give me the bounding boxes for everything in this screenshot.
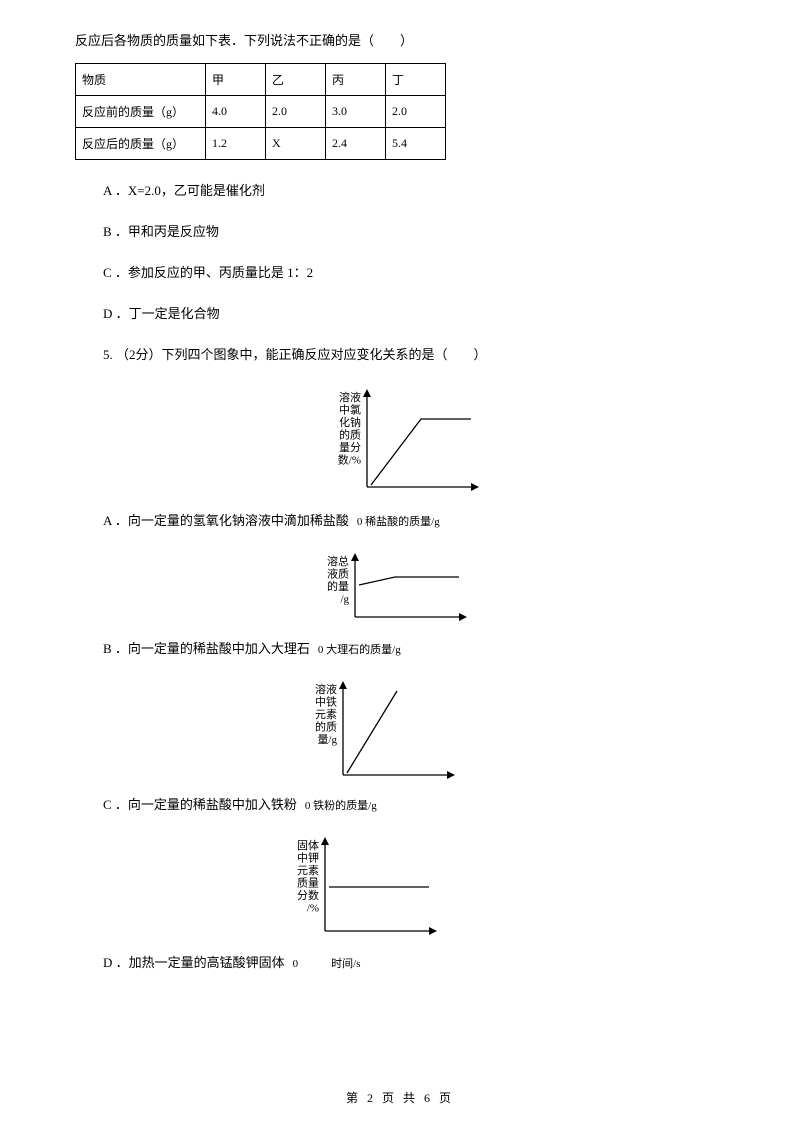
- svg-text:溶总: 溶总: [327, 554, 349, 568]
- xaxis-a: 0 稀盐酸的质量/g: [357, 513, 440, 533]
- cell: 3.0: [326, 96, 386, 128]
- svg-text:的质: 的质: [315, 720, 337, 734]
- table-row: 反应前的质量（g） 4.0 2.0 3.0 2.0: [76, 96, 446, 128]
- svg-text:化钠: 化钠: [339, 415, 361, 429]
- svg-text:/g: /g: [340, 594, 349, 606]
- svg-text:元素: 元素: [297, 864, 319, 877]
- svg-text:量分: 量分: [339, 441, 361, 454]
- svg-text:中铁: 中铁: [315, 696, 337, 709]
- cell: 物质: [76, 64, 206, 96]
- q5-option-a-text: A ．向一定量的氢氧化钠溶液中滴加稀盐酸: [103, 510, 349, 533]
- cell: 乙: [266, 64, 326, 96]
- q4-option-d: D ．丁一定是化合物: [103, 303, 725, 322]
- cell: 甲: [206, 64, 266, 96]
- xaxis-c: 0 铁粉的质量/g: [305, 797, 377, 817]
- svg-text:/%: /%: [307, 903, 319, 915]
- table-row: 反应后的质量（g） 1.2 X 2.4 5.4: [76, 128, 446, 160]
- svg-text:的量: 的量: [327, 579, 349, 593]
- xaxis-d: 0 时间/s: [293, 955, 361, 975]
- svg-text:固体: 固体: [297, 838, 319, 852]
- chart-c: 溶液中铁元素的质量/g: [311, 679, 481, 789]
- q4-option-c: C ．参加反应的甲、丙质量比是 1：2: [103, 262, 725, 281]
- svg-text:中钾: 中钾: [297, 851, 319, 865]
- cell: 2.0: [386, 96, 446, 128]
- intro-text: 反应后各物质的质量如下表．下列说法不正确的是（ ）: [75, 30, 725, 49]
- cell: 2.0: [266, 96, 326, 128]
- svg-text:分数: 分数: [297, 889, 319, 902]
- page-footer: 第 2 页 共 6 页: [0, 1089, 800, 1106]
- q4-option-b: B ．甲和丙是反应物: [103, 221, 725, 240]
- q4-option-a: A ．X=2.0，乙可能是催化剂: [103, 180, 725, 199]
- table-row: 物质 甲 乙 丙 丁: [76, 64, 446, 96]
- svg-text:质量: 质量: [297, 877, 319, 890]
- q5-option-c-text: C ．向一定量的稀盐酸中加入铁粉: [103, 794, 297, 817]
- svg-text:溶液: 溶液: [339, 390, 361, 404]
- chart-b: 溶总液质的量/g: [323, 551, 493, 633]
- cell: 5.4: [386, 128, 446, 160]
- svg-text:液质: 液质: [327, 567, 349, 581]
- q5-stem: 5. （2分）下列四个图象中，能正确反应对应变化关系的是（ ）: [103, 344, 725, 363]
- cell: 2.4: [326, 128, 386, 160]
- svg-text:元素: 元素: [315, 708, 337, 721]
- chart-a: 溶液中氯化钠的质量分数/%: [335, 387, 505, 505]
- q5-option-d-text: D ．加热一定量的高锰酸钾固体: [103, 952, 285, 975]
- cell: 1.2: [206, 128, 266, 160]
- cell: 反应前的质量（g）: [76, 96, 206, 128]
- svg-text:中氯: 中氯: [339, 403, 361, 417]
- cell: 4.0: [206, 96, 266, 128]
- cell: 丙: [326, 64, 386, 96]
- cell: X: [266, 128, 326, 160]
- cell: 丁: [386, 64, 446, 96]
- cell: 反应后的质量（g）: [76, 128, 206, 160]
- svg-text:量/g: 量/g: [317, 733, 337, 746]
- q5-option-b-text: B ．向一定量的稀盐酸中加入大理石: [103, 638, 310, 661]
- xaxis-b: 0 大理石的质量/g: [318, 641, 401, 661]
- mass-table: 物质 甲 乙 丙 丁 反应前的质量（g） 4.0 2.0 3.0 2.0 反应后…: [75, 63, 446, 160]
- svg-text:数/%: 数/%: [338, 454, 361, 467]
- svg-text:溶液: 溶液: [315, 682, 337, 696]
- chart-d: 固体中钾元素质量分数/%: [293, 835, 463, 947]
- svg-text:的质: 的质: [339, 428, 361, 442]
